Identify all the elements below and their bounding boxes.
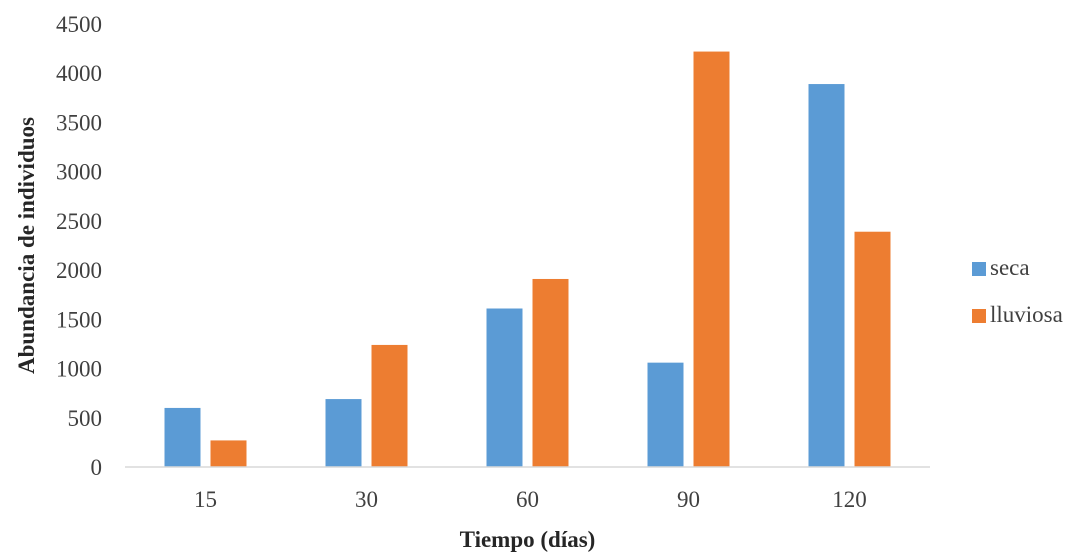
bar-lluviosa-90	[693, 51, 730, 467]
y-tick-label: 1000	[56, 357, 102, 382]
y-tick-label: 500	[68, 406, 103, 431]
bar-seca-60	[486, 308, 523, 467]
x-axis-title: Tiempo (días)	[460, 527, 596, 552]
x-tick-label: 60	[516, 487, 539, 512]
bar-lluviosa-60	[532, 278, 569, 467]
bar-seca-90	[647, 362, 684, 467]
legend-swatch-lluviosa	[972, 309, 986, 323]
y-tick-label: 3000	[56, 160, 102, 185]
y-tick-label: 1500	[56, 307, 102, 332]
x-tick-label: 30	[355, 487, 378, 512]
bar-lluviosa-30	[371, 344, 408, 467]
bars	[164, 51, 891, 467]
legend: seca lluviosa	[972, 255, 1063, 327]
legend-label-lluviosa: lluviosa	[990, 302, 1063, 327]
x-tick-label: 90	[677, 487, 700, 512]
bar-seca-120	[808, 84, 845, 467]
y-axis-title: Abundancia de individuos	[14, 117, 39, 374]
y-tick-label: 4000	[56, 61, 102, 86]
y-tick-label: 4500	[56, 12, 102, 37]
legend-swatch-seca	[972, 262, 986, 276]
y-tick-label: 2000	[56, 258, 102, 283]
y-tick-label: 3500	[56, 110, 102, 135]
x-axis-ticks: 15 30 60 90 120	[194, 487, 867, 512]
y-tick-label: 0	[91, 455, 103, 480]
x-tick-label: 15	[194, 487, 217, 512]
bar-seca-30	[325, 399, 362, 467]
x-tick-label: 120	[832, 487, 867, 512]
y-tick-label: 2500	[56, 209, 102, 234]
bar-lluviosa-120	[854, 231, 891, 467]
y-axis-ticks: 0 500 1000 1500 2000 2500 3000 3500 4000 4500	[56, 12, 102, 480]
bar-seca-15	[164, 407, 201, 467]
bar-lluviosa-15	[210, 440, 247, 467]
legend-label-seca: seca	[990, 255, 1030, 280]
